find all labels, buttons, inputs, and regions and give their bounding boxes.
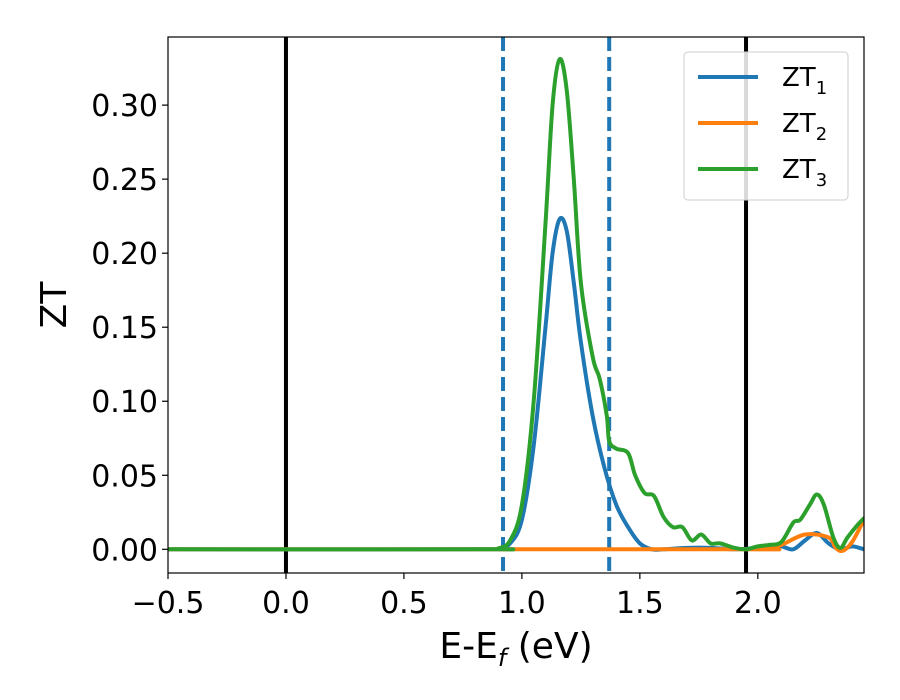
x-tick-label: 2.0 [734, 586, 782, 621]
x-tick-label: 1.5 [616, 586, 664, 621]
series-line-zt3 [168, 57, 864, 552]
x-tick-label: 1.0 [498, 586, 546, 621]
x-tick-label: 0.0 [262, 586, 310, 621]
legend-label-zt2: ZT2 [782, 109, 827, 145]
x-tick-label: −0.5 [132, 586, 205, 621]
x-axis-title: E-Ef (eV) [439, 626, 592, 672]
legend-label-zt1: ZT1 [782, 63, 827, 99]
y-tick-label: 0.05 [91, 459, 158, 494]
x-axis-title-unit: (eV) [506, 626, 592, 667]
y-tick-label: 0.30 [91, 89, 158, 124]
series-lines [168, 57, 864, 554]
legend-box [683, 51, 849, 201]
y-tick-label: 0.20 [91, 237, 158, 272]
y-axis-ticks: 0.00 0.05 0.10 0.15 0.20 0.25 0.30 [91, 89, 168, 568]
x-tick-label: 0.5 [380, 586, 428, 621]
y-tick-label: 0.15 [91, 311, 158, 346]
y-tick-label: 0.25 [91, 163, 158, 198]
y-tick-label: 0.10 [91, 385, 158, 420]
legend-label-zt3: ZT3 [782, 155, 827, 191]
x-axis-title-main: E-E [439, 626, 497, 667]
x-axis-ticks: −0.5 0.0 0.5 1.0 1.5 2.0 [132, 573, 782, 621]
y-axis-title: ZT [34, 281, 75, 329]
plot-frame [167, 36, 865, 574]
y-tick-label: 0.00 [91, 533, 158, 568]
legend: ZT1 ZT2 ZT3 [683, 51, 849, 201]
series-line-zt1 [168, 215, 864, 552]
